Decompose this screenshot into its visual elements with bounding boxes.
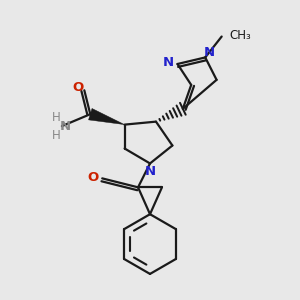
Text: N: N: [204, 46, 215, 59]
Text: N: N: [144, 165, 156, 178]
Text: CH₃: CH₃: [229, 28, 251, 41]
Text: H: H: [52, 129, 60, 142]
Text: O: O: [72, 81, 83, 94]
Polygon shape: [88, 109, 124, 124]
Text: O: O: [88, 171, 99, 184]
Text: N: N: [163, 56, 174, 69]
Text: H: H: [52, 111, 60, 124]
Text: N: N: [59, 120, 70, 133]
